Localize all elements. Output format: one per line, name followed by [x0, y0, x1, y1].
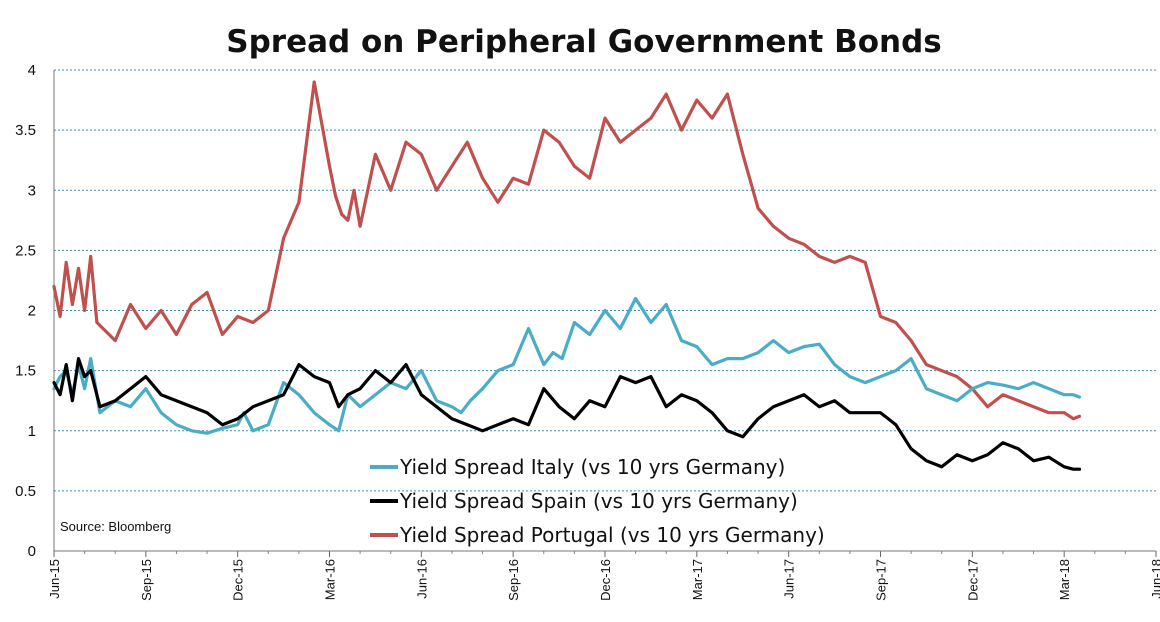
x-tick-label: Mar-18 — [1057, 559, 1072, 600]
y-tick-label: 0.5 — [15, 483, 36, 500]
x-tick-label: Jun-18 — [1149, 559, 1160, 599]
x-tick-label: Sep-17 — [874, 559, 889, 601]
chart-title: Spread on Peripheral Government Bonds — [226, 24, 941, 60]
series-line-italy — [52, 296, 1082, 435]
x-axis-ticks: Jun-15 Sep-15 Dec-15 Mar-16 Jun-16 Sep-16 Dec-… — [47, 559, 1160, 601]
y-tick-label: 3.5 — [15, 122, 36, 139]
x-tick-label: Dec-16 — [598, 559, 613, 601]
y-tick-label: 2 — [28, 303, 36, 320]
source-note: Source: Bloomberg — [60, 519, 171, 534]
y-tick-label: 4 — [28, 62, 36, 79]
series-lines — [52, 80, 1082, 471]
x-tick-label: Sep-16 — [506, 559, 521, 601]
series-line-spain — [52, 357, 1082, 471]
legend-label-spain: Yield Spread Spain (vs 10 yrs Germany) — [399, 489, 798, 513]
x-tick-label: Mar-16 — [323, 559, 338, 600]
y-axis-ticks: 0 0.5 1 1.5 2 2.5 3 3.5 4 — [15, 62, 36, 560]
x-tick-label: Mar-17 — [690, 559, 705, 600]
series-line-portugal — [52, 80, 1082, 421]
y-tick-label: 1.5 — [15, 363, 36, 380]
x-tick-label: Sep-15 — [139, 559, 154, 601]
x-tick-label: Dec-15 — [231, 559, 246, 601]
x-tick-label: Jun-17 — [782, 559, 797, 599]
legend: Yield Spread Italy (vs 10 yrs Germany) Y… — [370, 455, 825, 547]
legend-label-portugal: Yield Spread Portugal (vs 10 yrs Germany… — [399, 523, 825, 547]
x-tick-label: Jun-16 — [414, 559, 429, 599]
legend-label-italy: Yield Spread Italy (vs 10 yrs Germany) — [399, 455, 785, 479]
x-tick-label: Jun-15 — [47, 559, 62, 599]
y-tick-label: 0 — [28, 543, 36, 560]
x-tick-label: Dec-17 — [965, 559, 980, 601]
y-tick-label: 3 — [28, 182, 36, 199]
y-tick-label: 2.5 — [15, 242, 36, 259]
y-tick-label: 1 — [28, 423, 36, 440]
axes — [53, 70, 1157, 557]
